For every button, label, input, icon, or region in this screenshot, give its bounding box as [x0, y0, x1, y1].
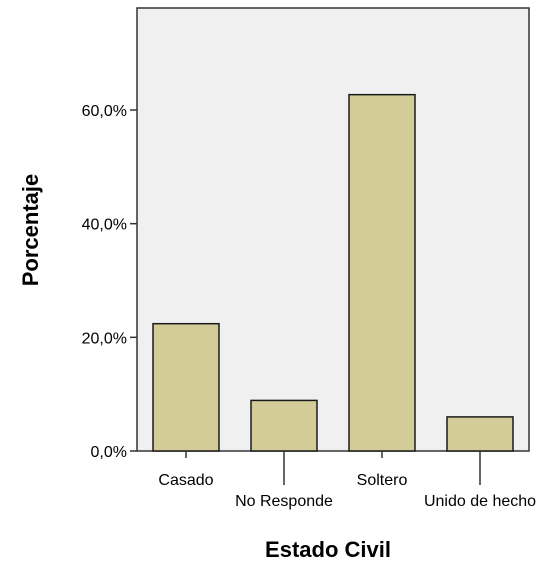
bar-unido-de-hecho	[446, 416, 514, 452]
bar-casado	[152, 322, 220, 452]
bars-group	[152, 93, 514, 452]
y-axis-title: Porcentaje	[18, 174, 43, 287]
bar-no-responde	[250, 399, 318, 452]
y-tick-label: 0,0%	[91, 444, 127, 461]
y-axis-ticks: 0,0% 20,0% 40,0% 60,0%	[82, 103, 137, 461]
bar-soltero	[348, 93, 416, 452]
x-tick-label: No Responde	[235, 493, 333, 510]
x-tick-label: Casado	[158, 472, 213, 489]
x-axis-ticks: Casado No Responde Soltero Unido de hecho	[158, 451, 536, 510]
x-tick-label: Unido de hecho	[424, 493, 536, 510]
x-tick-label: Soltero	[357, 472, 408, 489]
y-tick-label: 20,0%	[82, 330, 127, 347]
x-axis-title: Estado Civil	[265, 537, 391, 562]
y-tick-label: 40,0%	[82, 217, 127, 234]
y-tick-label: 60,0%	[82, 103, 127, 120]
